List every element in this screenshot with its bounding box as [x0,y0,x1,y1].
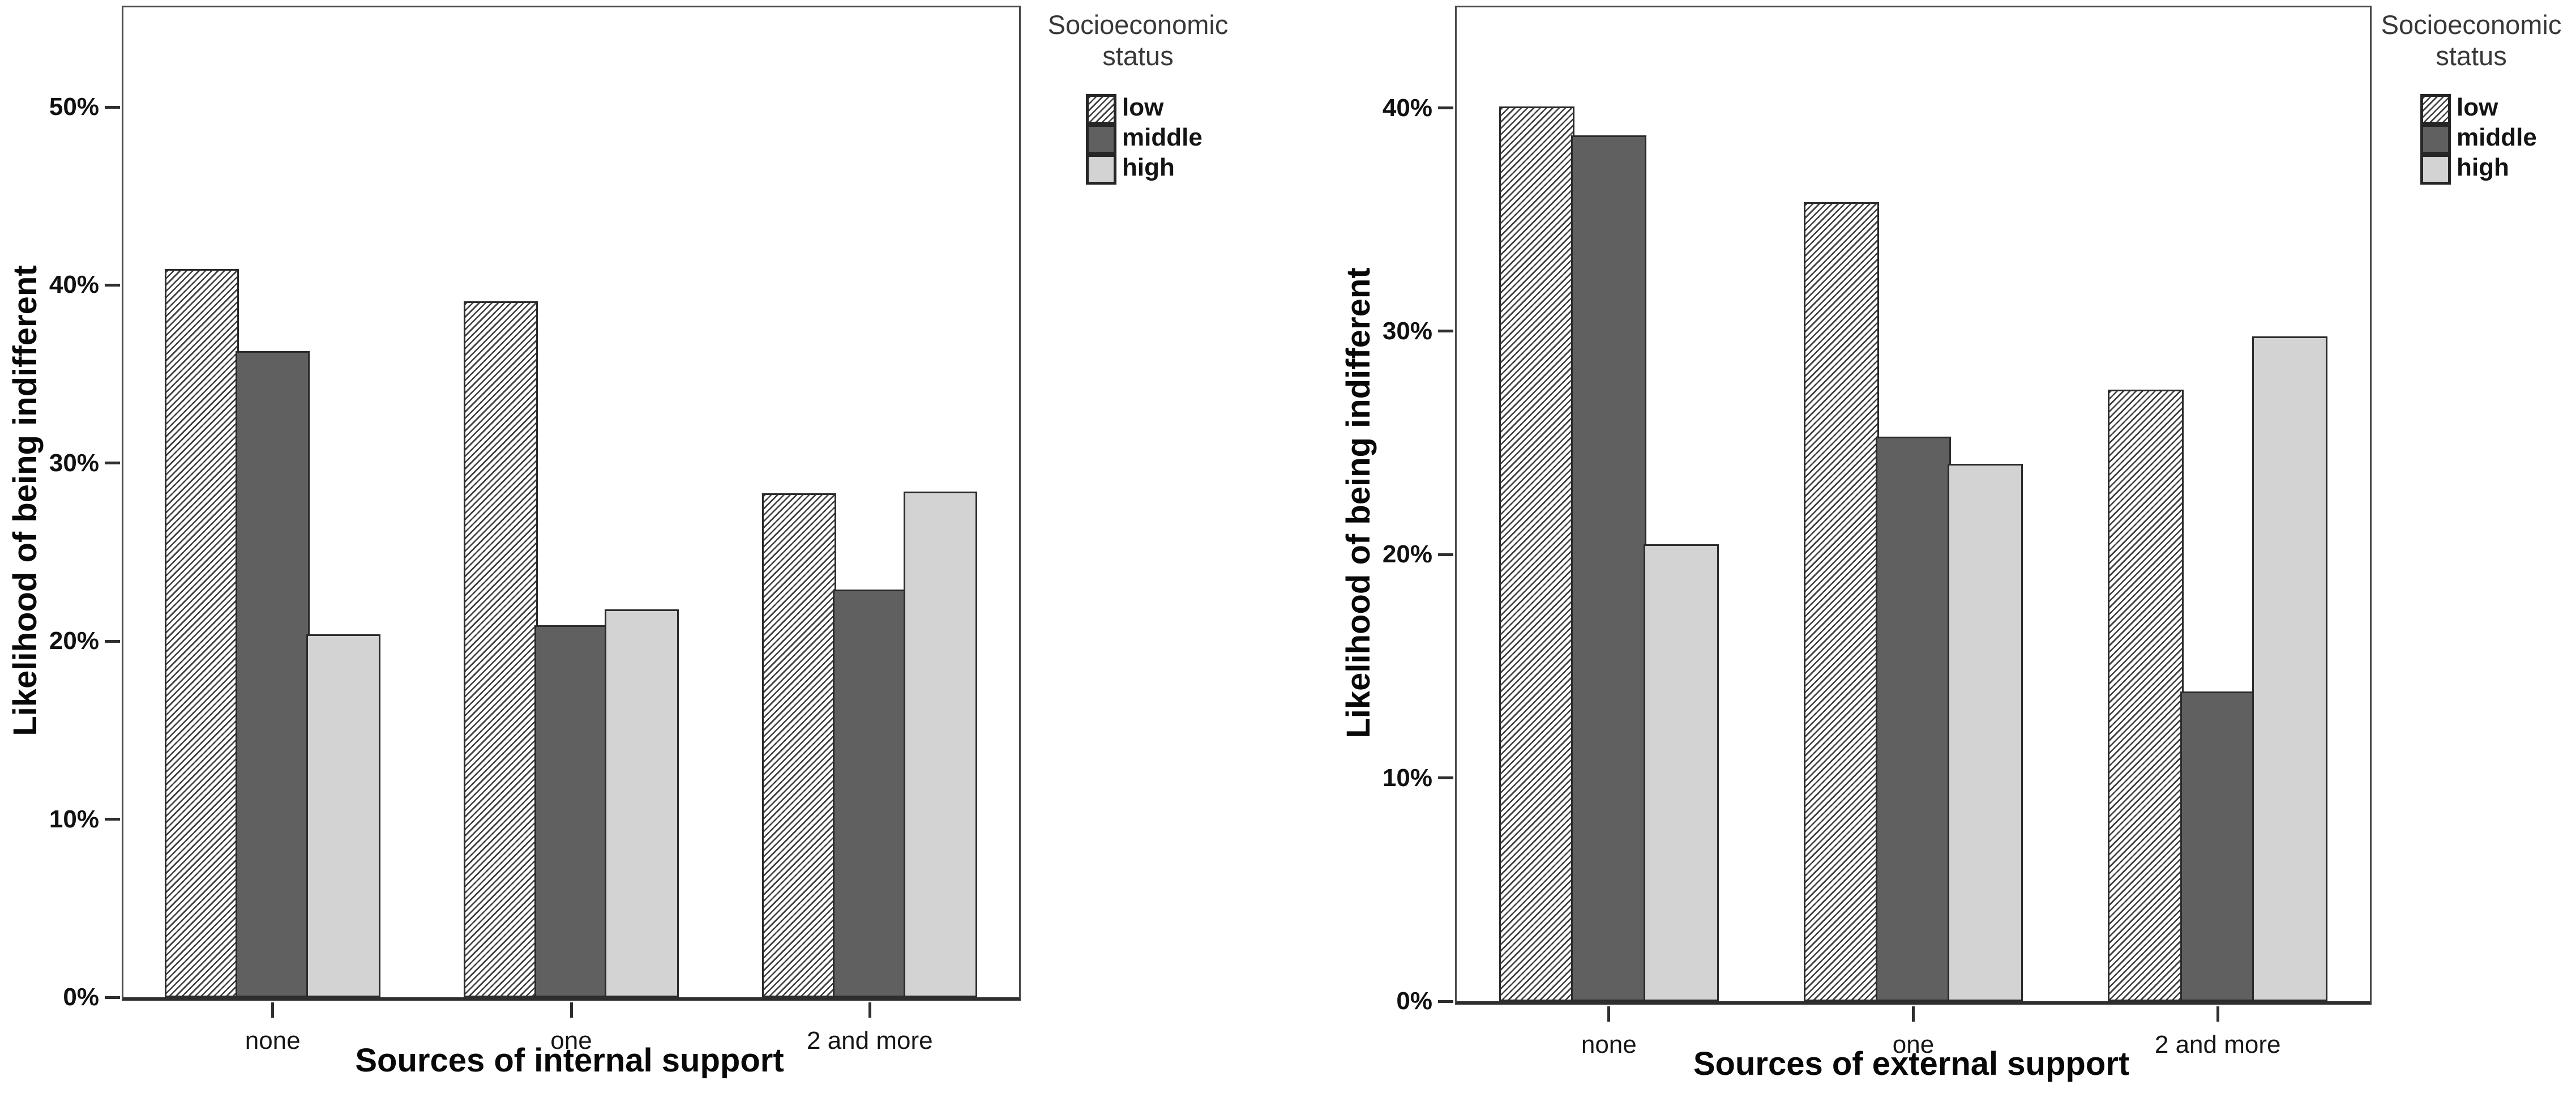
x-category-label: 2 and more [2154,1031,2281,1058]
y-tick-mark [105,105,120,109]
y-tick-label: 0% [63,983,99,1011]
y-tick-mark [105,283,120,287]
bar-middle-none [236,351,310,997]
x-tick-mark [1912,1006,1915,1022]
y-tick-mark [1438,106,1453,109]
x-category-label: one [550,1027,592,1054]
bar-middle-2-and-more [2180,691,2256,1001]
y-tick-mark [105,818,120,821]
bar-high-none [1643,544,1719,1001]
x-category-label: none [1581,1031,1637,1058]
y-tick-mark [1438,776,1453,780]
y-tick-label: 20% [1382,540,1432,569]
bar-high-2-and-more [903,492,978,997]
bar-middle-none [1571,135,1647,1001]
legend-swatch-middle [1086,124,1116,155]
y-tick-mark [105,639,120,643]
bar-low-none [1499,106,1575,1001]
y-tick-mark [105,996,120,999]
legend-label-high: high [2457,153,2509,181]
x-tick-mark [570,1002,573,1018]
legend-swatch-middle [2420,124,2451,155]
y-tick-mark [1438,1000,1453,1003]
legend-label-middle: middle [1122,123,1203,151]
y-axis-title: Likelihood of being indifferent [7,265,44,736]
legend-label-high: high [1122,153,1175,181]
y-tick-label: 40% [1382,93,1432,122]
y-tick-mark [1438,330,1453,333]
bar-middle-one [1875,437,1952,1001]
plot-area: 0% 10% 20% 30% 40% none one 2 and more [1383,6,2372,1058]
legend-label-middle: middle [2457,123,2537,151]
bar-middle-one [534,625,609,997]
chart-panel-internal-support: Likelihood of being indifferent 0% 10% 20%… [7,6,1228,1079]
y-axis-title: Likelihood of being indifferent [1340,267,1377,738]
bar-low-one [1803,202,1879,1001]
y-tick-label: 20% [49,627,99,655]
y-tick-label: 10% [49,805,99,833]
chart-panel-external-support: Likelihood of being indifferent 0% 10% 20%… [1288,0,2576,1093]
x-axis-title: Sources of external support [1693,1045,2130,1082]
y-tick-label: 30% [1382,317,1432,345]
bar-high-one [1948,463,2023,1001]
x-tick-mark [868,1002,871,1018]
x-category-label: one [1892,1031,1935,1058]
y-tick-mark [1438,553,1453,556]
bar-low-none [165,269,239,997]
legend-swatch-low [1086,94,1116,125]
legend-label-low: low [1122,93,1164,121]
y-tick-label: 0% [1396,987,1432,1015]
y-tick-mark [105,462,120,465]
legend-swatch-low [2420,94,2451,125]
y-tick-label: 10% [1382,763,1432,792]
bar-low-one [463,301,538,997]
bar-low-2-and-more [762,493,836,997]
bar-high-none [306,634,380,997]
y-tick-label: 30% [49,449,99,477]
legend-title: Socioeconomic status [1047,10,1229,71]
bar-high-2-and-more [2252,336,2328,1001]
plot-area: 0% 10% 20% 30% 40% 50% none one 2 and more [49,6,1021,1054]
x-tick-mark [2216,1006,2219,1022]
bar-middle-2-and-more [832,590,907,997]
bar-high-one [605,609,679,997]
legend-swatch-high [1086,154,1116,185]
bar-low-2-and-more [2108,390,2184,1001]
x-tick-mark [1607,1006,1611,1022]
y-tick-label: 40% [49,271,99,299]
x-axis-title: Sources of internal support [355,1042,784,1079]
x-category-label: none [245,1027,301,1054]
legend-swatch-high [2420,154,2451,185]
legend-title: Socioeconomic status [2381,10,2562,71]
x-tick-mark [271,1002,275,1018]
y-tick-label: 50% [49,93,99,121]
legend-label-low: low [2457,93,2498,121]
x-category-label: 2 and more [807,1027,933,1054]
